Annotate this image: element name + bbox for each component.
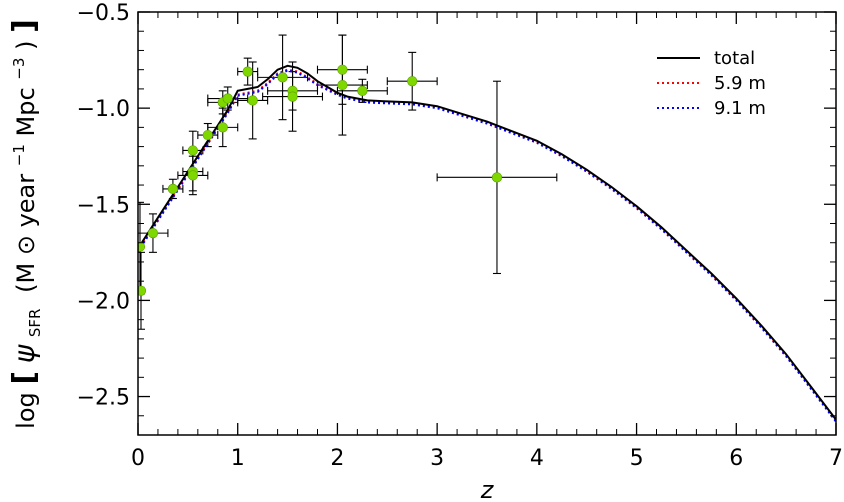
data-point: [242, 66, 253, 77]
series-lines: [138, 64, 836, 423]
data-point: [138, 285, 147, 296]
x-tick-label: 7: [829, 446, 843, 471]
data-point: [247, 95, 258, 106]
data-markers: [138, 64, 503, 296]
data-point: [491, 172, 503, 183]
y-axis-label-unit-close: ): [12, 41, 40, 50]
y-tick-label: −1.0: [77, 97, 130, 122]
data-point: [187, 170, 198, 181]
x-tick-label: 2: [330, 446, 344, 471]
data-point: [287, 91, 298, 102]
y-axis-label-exp2: −3: [10, 58, 28, 80]
y-axis-label-sun: ⊙: [12, 235, 40, 255]
legend-label: total: [714, 48, 755, 69]
legend-label: 5.9 m: [714, 73, 766, 94]
legend: total 5.9 m 9.1 m: [657, 48, 766, 119]
y-axis-label-exp1: −1: [10, 144, 28, 166]
y-axis-label-unit-mid: year: [12, 174, 40, 228]
data-point: [202, 129, 213, 141]
error-bars: [138, 34, 558, 330]
series-line-total: [138, 64, 836, 421]
x-tick-label: 5: [630, 446, 644, 471]
axis-tick-labels: 0 1 2 3 4 5 6 7 −2.5 −2.0 −1.5 −1.0 −0.5: [77, 1, 843, 471]
data-point: [337, 79, 348, 91]
y-tick-label: −2.0: [77, 289, 130, 314]
x-tick-label: 1: [231, 446, 245, 471]
y-axis-label: log [ ψ SFR (M ⊙ year −1 Mpc −3 ) ]: [2, 19, 46, 429]
y-axis-label-sub: SFR: [26, 309, 44, 338]
data-point: [217, 122, 228, 133]
x-tick-label: 4: [530, 446, 544, 471]
data-point: [357, 85, 368, 96]
data-point: [147, 228, 159, 239]
y-tick-label: −0.5: [77, 1, 130, 26]
y-axis-label-bracket-close: ]: [7, 19, 42, 33]
y-tick-label: −2.5: [77, 386, 130, 411]
x-axis-label: z: [480, 476, 495, 502]
data-point: [138, 241, 146, 252]
y-axis-label-unit-open: (M: [12, 263, 40, 293]
axis-ticks: [137, 11, 837, 436]
data-point: [407, 76, 418, 87]
x-tick-label: 3: [430, 446, 444, 471]
y-tick-label: −1.5: [77, 193, 130, 218]
series-line-9-1m: [138, 69, 836, 423]
x-tick-label: 6: [729, 446, 743, 471]
data-point: [222, 93, 233, 104]
data-point: [277, 72, 288, 83]
data-point: [167, 183, 178, 194]
legend-label: 9.1 m: [714, 98, 766, 119]
data-point: [187, 145, 198, 156]
y-axis-label-psi: ψ: [8, 344, 41, 363]
data-point: [337, 64, 348, 75]
y-axis-label-bracket-open: [: [7, 371, 42, 385]
x-tick-label: 0: [131, 446, 145, 471]
y-axis-label-prefix: log: [12, 392, 40, 429]
y-axis-label-unit-mid2: Mpc: [12, 87, 40, 136]
